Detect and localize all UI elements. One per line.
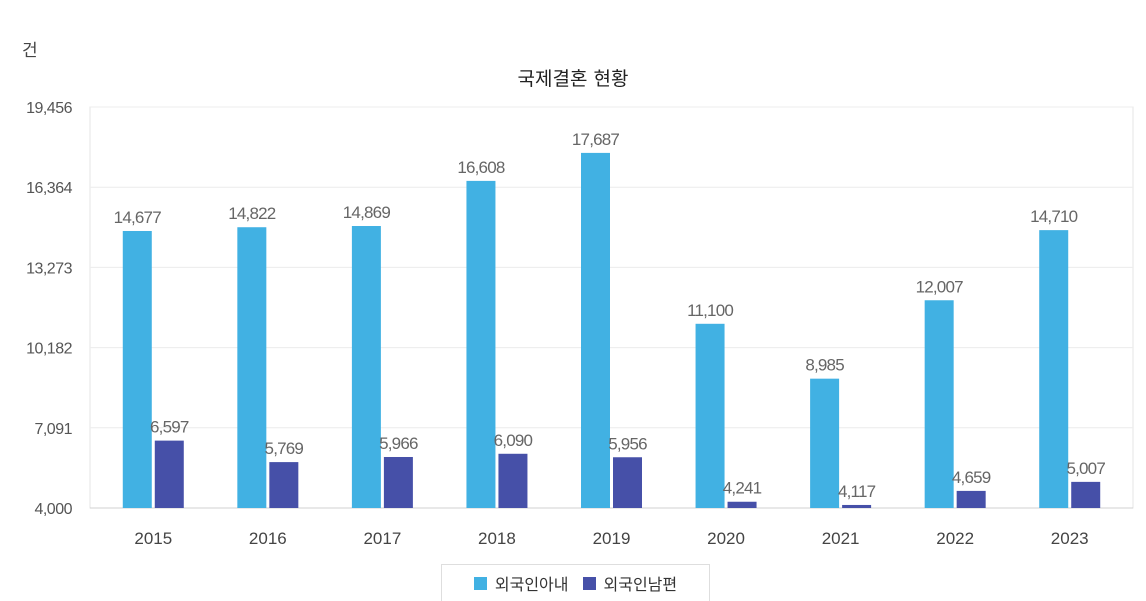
x-tick-label: 2015 — [134, 529, 172, 548]
bar-foreign-wife — [810, 378, 840, 508]
bar-foreign-husband — [269, 462, 299, 508]
bar-foreign-wife — [351, 226, 381, 508]
y-tick-label: 7,091 — [34, 421, 72, 438]
data-label-husband: 5,007 — [1066, 459, 1105, 478]
data-label-wife: 17,687 — [572, 130, 620, 149]
bar-foreign-husband — [154, 440, 184, 508]
legend-item-husband[interactable]: 외국인남편 — [582, 571, 678, 595]
bar-foreign-wife — [1039, 230, 1069, 508]
data-label-husband: 6,597 — [150, 418, 189, 437]
bar-foreign-wife — [695, 323, 725, 508]
x-tick-label: 2022 — [936, 529, 974, 548]
x-tick-label: 2020 — [707, 529, 745, 548]
data-label-wife: 11,100 — [687, 301, 733, 320]
y-tick-label: 10,182 — [26, 341, 73, 358]
x-tick-label: 2021 — [822, 529, 860, 548]
bar-foreign-wife — [122, 230, 152, 508]
x-tick-label: 2018 — [478, 529, 516, 548]
legend: 외국인아내 외국인남편 — [441, 564, 710, 601]
data-label-husband: 5,769 — [265, 439, 304, 458]
data-label-wife: 16,608 — [457, 158, 505, 177]
y-tick-label: 4,000 — [34, 501, 72, 518]
legend-swatch-husband — [582, 576, 596, 590]
legend-label-wife: 외국인아내 — [494, 575, 569, 594]
data-label-husband: 5,956 — [608, 434, 647, 453]
x-tick-label: 2016 — [249, 529, 287, 548]
y-tick-label: 16,364 — [26, 180, 73, 197]
bar-foreign-wife — [924, 300, 954, 508]
legend-label-husband: 외국인남편 — [603, 575, 678, 594]
bar-foreign-husband — [842, 504, 872, 508]
chart-title: 국제결혼 현황 — [517, 68, 629, 90]
data-label-wife: 8,985 — [805, 356, 844, 375]
x-tick-label: 2017 — [363, 529, 401, 548]
bar-foreign-husband — [383, 456, 413, 508]
data-label-wife: 14,710 — [1030, 207, 1078, 226]
data-label-husband: 6,090 — [494, 431, 533, 450]
data-label-wife: 14,677 — [114, 208, 162, 227]
data-label-husband: 4,659 — [952, 468, 991, 487]
y-tick-label: 13,273 — [26, 260, 73, 277]
x-tick-label: 2023 — [1051, 529, 1089, 548]
bar-foreign-wife — [466, 180, 496, 509]
legend-item-wife[interactable]: 외국인아내 — [473, 571, 569, 595]
bar-foreign-wife — [581, 152, 610, 508]
bar-foreign-husband — [956, 490, 986, 508]
bar-foreign-wife — [237, 227, 267, 508]
data-label-husband: 5,966 — [379, 434, 418, 453]
unit-label: 건 — [22, 41, 38, 61]
data-label-wife: 14,822 — [228, 204, 276, 223]
data-label-husband: 4,117 — [838, 482, 876, 501]
bar-foreign-husband — [1071, 481, 1101, 508]
x-tick-label: 2019 — [593, 529, 631, 548]
legend-swatch-wife — [473, 576, 487, 590]
bar-foreign-husband — [613, 457, 642, 508]
data-label-wife: 12,007 — [916, 277, 964, 296]
bar-foreign-husband — [727, 501, 757, 508]
y-tick-label: 19,456 — [26, 100, 73, 117]
data-label-wife: 14,869 — [343, 203, 391, 222]
data-label-husband: 4,241 — [723, 479, 762, 498]
bar-foreign-husband — [498, 453, 528, 508]
